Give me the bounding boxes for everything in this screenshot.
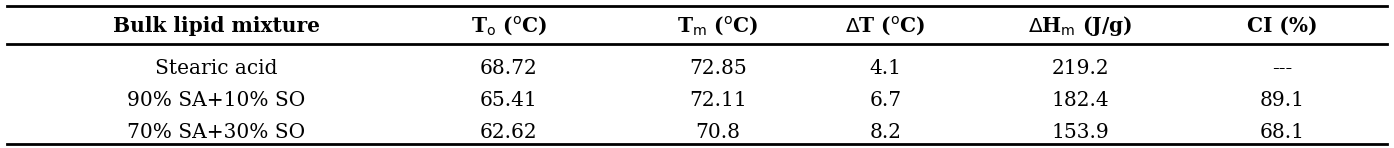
Text: 4.1: 4.1 <box>870 59 901 78</box>
Text: ---: --- <box>1273 59 1292 78</box>
Text: Bulk lipid mixture: Bulk lipid mixture <box>113 16 319 36</box>
Text: Stearic acid: Stearic acid <box>155 59 277 78</box>
Text: 89.1: 89.1 <box>1260 91 1305 110</box>
Text: 153.9: 153.9 <box>1051 123 1110 142</box>
Text: 68.1: 68.1 <box>1260 123 1305 142</box>
Text: 219.2: 219.2 <box>1051 59 1110 78</box>
Text: 8.2: 8.2 <box>870 123 901 142</box>
Text: 72.11: 72.11 <box>689 91 747 110</box>
Text: 62.62: 62.62 <box>480 123 538 142</box>
Text: 6.7: 6.7 <box>868 91 902 110</box>
Text: 72.85: 72.85 <box>689 59 747 78</box>
Text: 90% SA+10% SO: 90% SA+10% SO <box>127 91 305 110</box>
Text: $\Delta$H$_\mathrm{m}$ (J/g): $\Delta$H$_\mathrm{m}$ (J/g) <box>1029 14 1132 38</box>
Text: 68.72: 68.72 <box>480 59 538 78</box>
Text: $\Delta$T ($^\mathrm{o}$C): $\Delta$T ($^\mathrm{o}$C) <box>845 15 926 37</box>
Text: 70% SA+30% SO: 70% SA+30% SO <box>127 123 305 142</box>
Text: T$_\mathrm{o}$ ($^\mathrm{o}$C): T$_\mathrm{o}$ ($^\mathrm{o}$C) <box>471 15 546 37</box>
Text: 70.8: 70.8 <box>696 123 740 142</box>
Text: T$_\mathrm{m}$ ($^\mathrm{o}$C): T$_\mathrm{m}$ ($^\mathrm{o}$C) <box>677 15 758 37</box>
Text: 65.41: 65.41 <box>480 91 538 110</box>
Text: 182.4: 182.4 <box>1051 91 1110 110</box>
Text: CI (%): CI (%) <box>1248 16 1317 36</box>
